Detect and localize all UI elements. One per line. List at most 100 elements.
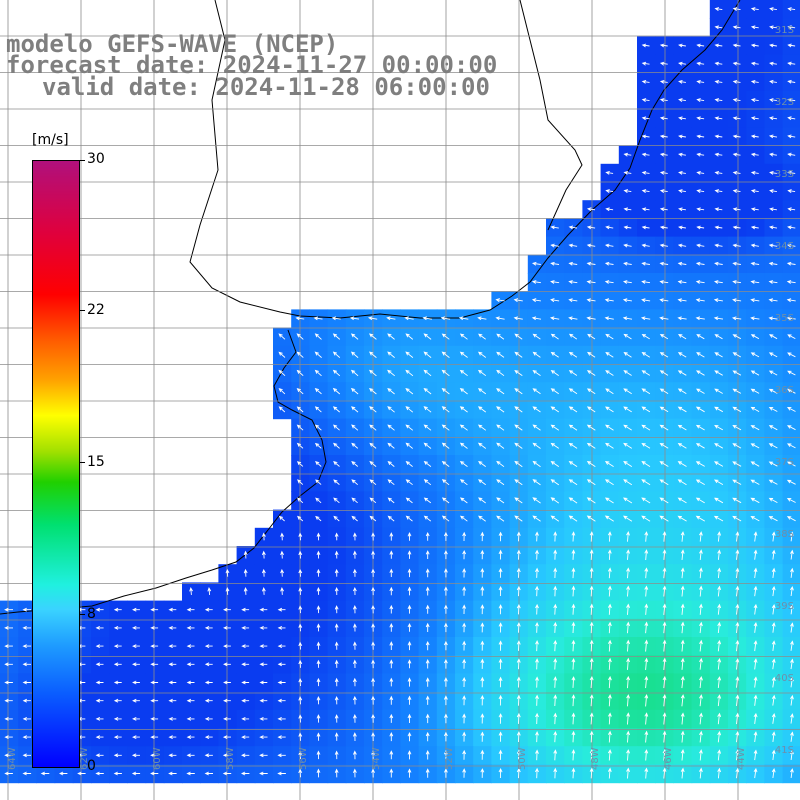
wind-arrow bbox=[132, 698, 140, 703]
wind-arrow bbox=[699, 657, 703, 670]
wind-arrow bbox=[641, 134, 650, 139]
wind-arrow bbox=[787, 225, 796, 230]
wind-arrow bbox=[571, 767, 576, 779]
wind-arrow bbox=[713, 461, 724, 467]
wind-arrow bbox=[113, 662, 122, 667]
wind-arrow bbox=[678, 189, 686, 193]
wind-arrow bbox=[495, 316, 505, 321]
wind-arrow bbox=[369, 460, 377, 467]
wind-arrow bbox=[480, 731, 485, 742]
wind-arrow bbox=[389, 732, 394, 742]
wind-arrow bbox=[586, 479, 596, 486]
wind-arrow bbox=[550, 261, 560, 266]
wind-arrow bbox=[659, 406, 669, 413]
wind-arrow bbox=[496, 460, 505, 468]
wind-arrow bbox=[423, 333, 432, 340]
wind-arrow bbox=[371, 604, 376, 614]
wind-arrow bbox=[607, 767, 612, 779]
wind-arrow bbox=[699, 712, 703, 725]
wind-arrow bbox=[425, 677, 430, 687]
colorbar-tick-mark bbox=[79, 462, 85, 463]
wind-arrow bbox=[168, 753, 177, 758]
wind-arrow bbox=[678, 207, 686, 212]
wind-arrow bbox=[387, 515, 395, 522]
wind-arrow bbox=[680, 694, 685, 707]
wind-arrow bbox=[480, 658, 485, 669]
wind-arrow bbox=[750, 443, 760, 449]
wind-arrow bbox=[443, 677, 448, 687]
wind-arrow bbox=[278, 515, 285, 522]
wind-speed-cell bbox=[782, 509, 800, 529]
wind-arrow bbox=[369, 497, 377, 504]
wind-arrow bbox=[315, 460, 322, 467]
wind-arrow bbox=[586, 207, 596, 212]
wind-arrow bbox=[659, 298, 669, 303]
wind-arrow bbox=[259, 735, 268, 740]
colorbar-tick-mark bbox=[79, 614, 85, 615]
wind-arrow bbox=[407, 659, 412, 669]
colorbar-tick-label: 30 bbox=[87, 151, 105, 167]
wind-arrow bbox=[516, 676, 521, 688]
wind-arrow bbox=[732, 388, 742, 394]
wind-arrow bbox=[750, 98, 759, 102]
wind-arrow bbox=[750, 280, 760, 284]
wind-arrow bbox=[605, 370, 614, 376]
wind-arrow bbox=[496, 515, 505, 522]
wind-arrow bbox=[261, 587, 266, 595]
wind-arrow bbox=[389, 550, 394, 559]
wind-arrow bbox=[678, 225, 686, 230]
wind-arrow bbox=[695, 443, 705, 449]
wind-arrow bbox=[589, 675, 594, 689]
wind-arrow bbox=[514, 369, 523, 376]
wind-arrow bbox=[699, 567, 703, 579]
wind-arrow bbox=[662, 730, 667, 743]
wind-arrow bbox=[477, 388, 487, 395]
wind-arrow bbox=[443, 695, 448, 706]
wind-arrow bbox=[626, 657, 631, 670]
wind-arrow bbox=[352, 568, 357, 577]
wind-arrow bbox=[786, 443, 796, 449]
wind-arrow bbox=[787, 461, 796, 467]
wind-arrow bbox=[150, 753, 159, 758]
wind-arrow bbox=[641, 370, 651, 376]
wind-arrow bbox=[735, 767, 740, 779]
wind-arrow bbox=[498, 694, 503, 706]
wind-arrow bbox=[371, 641, 375, 650]
wind-arrow bbox=[514, 388, 523, 395]
wind-arrow bbox=[605, 333, 614, 340]
wind-arrow bbox=[553, 749, 558, 761]
wind-arrow bbox=[644, 549, 649, 561]
wind-arrow bbox=[732, 406, 742, 413]
wind-arrow bbox=[640, 316, 651, 321]
wind-arrow bbox=[334, 605, 339, 614]
wind-arrow bbox=[769, 61, 777, 66]
wind-arrow bbox=[750, 479, 760, 485]
wind-arrow bbox=[316, 568, 321, 577]
wind-arrow bbox=[790, 676, 794, 688]
wind-arrow bbox=[568, 461, 578, 467]
wind-arrow bbox=[735, 658, 740, 670]
colorbar-tick-mark bbox=[79, 310, 85, 311]
wind-arrow bbox=[369, 515, 377, 522]
wind-arrow bbox=[571, 749, 576, 761]
wind-arrow bbox=[732, 61, 741, 66]
wind-arrow bbox=[607, 603, 612, 615]
wind-arrow bbox=[589, 730, 594, 743]
wind-arrow bbox=[259, 698, 268, 703]
wind-arrow bbox=[498, 658, 503, 670]
wind-arrow bbox=[750, 243, 759, 248]
wind-arrow bbox=[677, 424, 687, 431]
wind-arrow bbox=[316, 714, 321, 723]
wind-arrow bbox=[498, 713, 503, 724]
wind-arrow bbox=[659, 207, 668, 212]
wind-arrow bbox=[732, 207, 741, 212]
wind-arrow bbox=[750, 425, 760, 431]
wind-arrow bbox=[259, 644, 268, 649]
wind-arrow bbox=[696, 134, 705, 139]
wind-arrow bbox=[333, 515, 340, 522]
colorbar-tick-mark bbox=[79, 160, 85, 161]
wind-arrow bbox=[586, 424, 596, 431]
wind-arrow bbox=[186, 625, 195, 630]
wind-arrow bbox=[531, 280, 541, 284]
wind-arrow bbox=[443, 604, 448, 614]
